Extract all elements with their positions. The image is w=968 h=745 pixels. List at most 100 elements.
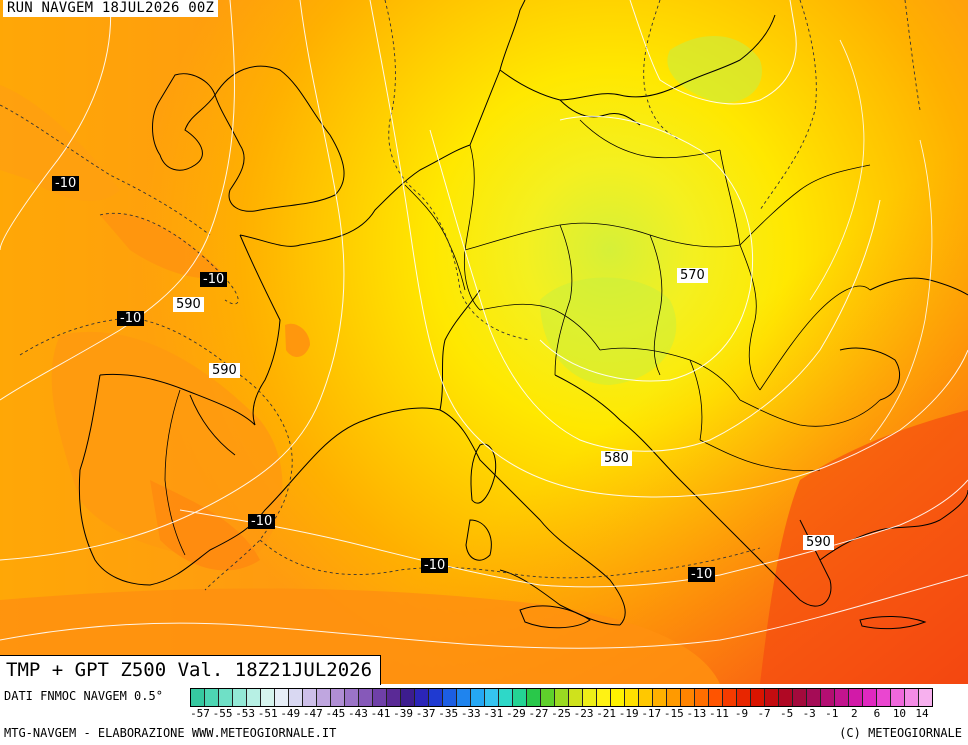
legend-swatch	[849, 689, 863, 706]
legend-swatch	[667, 689, 681, 706]
legend-swatch	[373, 689, 387, 706]
legend-tick: 10	[892, 707, 907, 720]
legend-swatch	[877, 689, 891, 706]
legend-swatch	[289, 689, 303, 706]
legend-swatch	[905, 689, 919, 706]
data-source-label: DATI FNMOC NAVGEM 0.5°	[4, 689, 163, 703]
legend-tick: -43	[348, 707, 368, 720]
legend-swatch	[625, 689, 639, 706]
legend-swatch	[359, 689, 373, 706]
legend-swatch	[765, 689, 779, 706]
legend-tick: -47	[302, 707, 323, 720]
map-title: TMP + GPT Z500 Val. 18Z21JUL2026	[0, 655, 382, 685]
isotherm-label: -10	[117, 311, 145, 326]
isohypses	[0, 0, 968, 648]
legend-tick: -25	[551, 707, 571, 720]
isotherm-label: -10	[248, 514, 276, 529]
isotherm-minus10	[0, 0, 921, 591]
isohypse-label: 590	[803, 535, 834, 550]
legend-swatch	[233, 689, 247, 706]
legend-swatch	[751, 689, 765, 706]
legend-tick: -45	[325, 707, 346, 720]
legend-tick: -1	[825, 707, 839, 720]
legend-tick: -33	[460, 707, 481, 720]
legend-swatch	[527, 689, 541, 706]
legend-tick: -3	[802, 707, 816, 720]
temperature-geopotential-map	[0, 0, 968, 684]
legend-tick: -55	[212, 707, 233, 720]
legend-swatch	[485, 689, 499, 706]
legend-swatch	[583, 689, 597, 706]
legend-swatch	[541, 689, 555, 706]
legend-tick: -21	[596, 707, 617, 720]
legend-swatch	[807, 689, 821, 706]
legend-swatch	[415, 689, 429, 706]
legend-tick: -5	[780, 707, 794, 720]
legend-tick-labels: -57 -55 -53 -51 -49 -47 -45 -43 -41 -39 -37 -35 -33-…	[190, 707, 968, 721]
isotherm-label: -10	[52, 176, 80, 191]
legend-swatch	[345, 689, 359, 706]
legend-swatch	[443, 689, 457, 706]
legend-tick: -37	[415, 707, 436, 720]
legend-swatch	[387, 689, 401, 706]
legend-swatch	[793, 689, 807, 706]
legend-swatch	[401, 689, 415, 706]
legend-swatch	[695, 689, 709, 706]
legend-swatch	[835, 689, 849, 706]
legend-swatch	[723, 689, 737, 706]
legend-swatch	[569, 689, 583, 706]
coastlines-and-borders	[78, 0, 968, 630]
legend-tick: -49	[280, 707, 301, 720]
legend-tick: 6	[873, 707, 881, 720]
legend-tick: -7	[757, 707, 771, 720]
legend-tick: -51	[257, 707, 278, 720]
legend-swatch	[261, 689, 275, 706]
legend-tick: -39	[393, 707, 413, 720]
isohypse-label: 590	[173, 297, 204, 312]
legend-tick: -35	[438, 707, 459, 720]
legend-swatch	[303, 689, 317, 706]
legend-swatch	[709, 689, 723, 706]
legend-tick: 14	[915, 707, 929, 720]
legend-swatch	[457, 689, 471, 706]
legend-swatch	[331, 689, 345, 706]
legend-tick: -57	[190, 707, 210, 720]
isotherm-label: -10	[688, 567, 716, 582]
legend-swatch	[191, 689, 205, 706]
isohypse-label: 580	[601, 451, 632, 466]
legend-swatch	[611, 689, 625, 706]
legend-tick: -15	[663, 707, 684, 720]
legend-swatch	[513, 689, 527, 706]
legend-swatch	[499, 689, 513, 706]
legend-swatch	[597, 689, 611, 706]
legend-swatch	[429, 689, 443, 706]
legend-tick: -13	[686, 707, 707, 720]
temperature-patches	[0, 36, 968, 684]
footer-credit: MTG-NAVGEM - ELABORAZIONE WWW.METEOGIORN…	[4, 726, 337, 740]
color-scale-legend	[190, 688, 933, 707]
legend-swatch	[779, 689, 793, 706]
legend-swatch	[275, 689, 289, 706]
legend-tick: -27	[528, 707, 549, 720]
isotherm-label: -10	[200, 272, 228, 287]
legend-swatch	[891, 689, 905, 706]
legend-swatch	[653, 689, 667, 706]
legend-tick: 2	[851, 707, 858, 720]
legend-swatch	[471, 689, 485, 706]
legend-tick: -31	[483, 707, 504, 720]
legend-swatch	[639, 689, 653, 706]
isohypse-label: 590	[209, 363, 240, 378]
legend-swatch	[681, 689, 695, 706]
legend-swatch	[205, 689, 219, 706]
legend-tick: -53	[235, 707, 256, 720]
legend-tick: -19	[618, 707, 639, 720]
legend-tick: -29	[505, 707, 526, 720]
legend-swatch	[555, 689, 569, 706]
legend-tick: -9	[734, 707, 749, 720]
footer-copyright: (C) METEOGIORNALE	[839, 726, 962, 740]
legend-swatch	[317, 689, 331, 706]
legend-tick: -17	[641, 707, 662, 720]
legend-swatch	[247, 689, 261, 706]
legend-tick: -11	[709, 707, 729, 720]
